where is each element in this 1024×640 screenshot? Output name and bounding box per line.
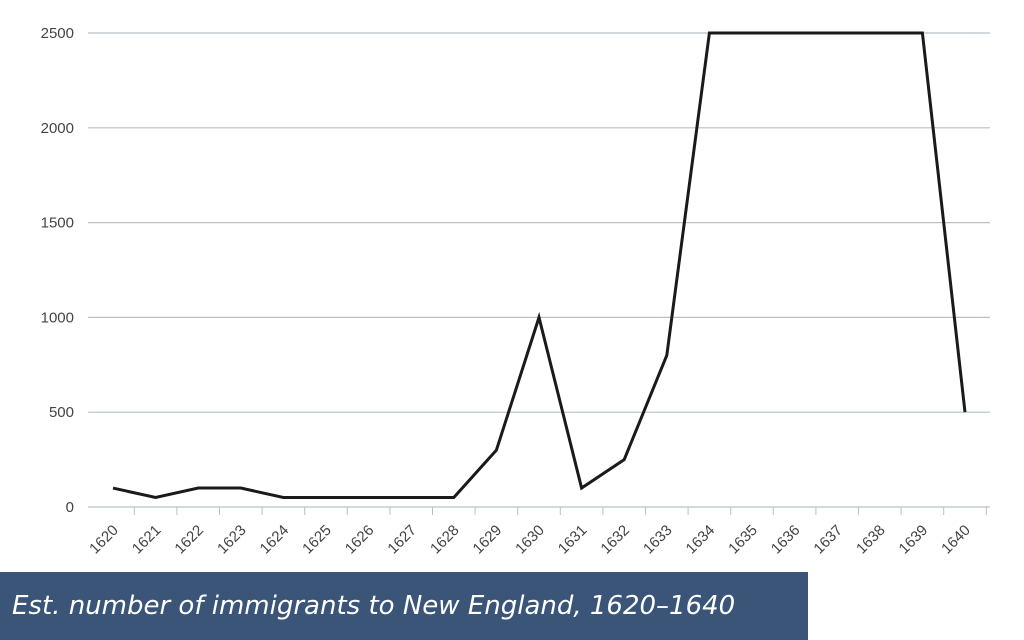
- x-tick-label: 1635: [725, 522, 761, 558]
- x-tick-label: 1630: [512, 522, 548, 558]
- x-tick-label: 1636: [768, 522, 804, 558]
- x-tick-label: 1623: [214, 522, 250, 558]
- x-tick-label: 1629: [470, 522, 506, 558]
- x-tick-label: 1625: [299, 522, 335, 558]
- chart: 0 500 1000 1500 2000 2500 1620 1621 1622 1623 1624…: [41, 25, 990, 558]
- x-tick-label: 1622: [171, 522, 207, 558]
- x-tick-label: 1632: [597, 522, 633, 558]
- x-tick-label: 1628: [427, 522, 463, 558]
- y-tick-label: 1500: [41, 215, 74, 232]
- x-tick-label: 1639: [896, 522, 932, 558]
- x-tick-label: 1631: [555, 522, 591, 558]
- x-tick-label: 1638: [853, 522, 889, 558]
- x-tick-label: 1627: [384, 522, 420, 558]
- y-tick-label: 500: [49, 404, 74, 421]
- x-tick-label: 1620: [86, 522, 122, 558]
- y-tick-label: 1000: [41, 309, 74, 326]
- x-tick-label: 1621: [129, 522, 165, 558]
- y-tick-label: 2000: [41, 120, 74, 137]
- y-tick-label: 0: [66, 499, 74, 516]
- x-tick-label: 1633: [640, 522, 676, 558]
- y-tick-label: 2500: [41, 25, 74, 42]
- x-tick-label: 1637: [810, 522, 846, 558]
- x-tick-label: 1624: [257, 522, 293, 558]
- x-tick-label: 1640: [938, 522, 974, 558]
- chart-title: Est. number of immigrants to New England…: [0, 572, 808, 640]
- x-tick-label: 1626: [342, 522, 378, 558]
- x-tick-label: 1634: [683, 522, 719, 558]
- line: [112, 31, 967, 500]
